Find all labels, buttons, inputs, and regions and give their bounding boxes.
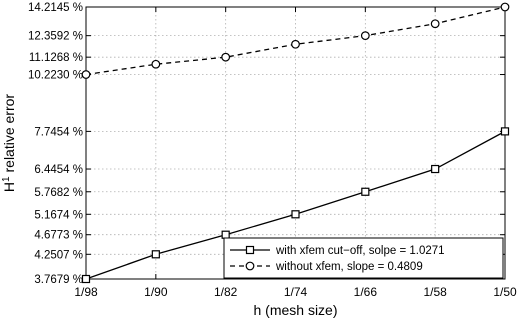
x-tick-label: 1/82 bbox=[214, 285, 238, 299]
legend-item: with xfem cut−off, solpe = 1.0271 bbox=[230, 245, 445, 257]
data-point bbox=[291, 39, 300, 49]
legend: with xfem cut−off, solpe = 1.0271 without… bbox=[223, 237, 504, 279]
series-2 bbox=[81, 2, 510, 79]
data-point bbox=[81, 70, 91, 79]
x-tick-label: 1/66 bbox=[354, 285, 378, 299]
data-point bbox=[500, 2, 510, 12]
data-point bbox=[151, 59, 161, 69]
y-tick-label: 5.1674 % bbox=[34, 209, 83, 221]
data-point bbox=[151, 250, 160, 259]
y-tick-label: 14.2145 % bbox=[28, 2, 83, 14]
x-tick-label: 1/98 bbox=[74, 285, 98, 299]
y-tick-label: 7.7454 % bbox=[34, 126, 83, 138]
data-point bbox=[430, 19, 440, 29]
data-point bbox=[291, 210, 300, 219]
data-point bbox=[221, 52, 231, 62]
x-tick-label: 1/50 bbox=[493, 285, 517, 299]
y-tick-label: 3.7679 % bbox=[34, 274, 83, 286]
y-tick-label: 4.6773 % bbox=[34, 230, 83, 242]
y-tick-label: 6.4454 % bbox=[34, 164, 83, 176]
y-tick-label: 5.7682 % bbox=[34, 187, 83, 199]
legend-marker bbox=[245, 261, 255, 271]
legend-marker bbox=[245, 245, 255, 255]
series-1 bbox=[81, 127, 510, 284]
x-axis-label: h (mesh size) bbox=[253, 302, 337, 318]
data-point bbox=[500, 127, 510, 136]
x-axis-ticks: 1/98 1/90 1/82 1/74 1/66 1/58 1/50 bbox=[74, 7, 517, 299]
y-axis-label: H1 relative error bbox=[1, 94, 18, 192]
y-axis-label-superscript: 1 bbox=[1, 176, 12, 182]
y-axis-ticks: 3.7679 % 4.2507 % 4.6773 % 5.1674 % 5.7682 %… bbox=[28, 2, 505, 286]
x-tick-label: 1/90 bbox=[144, 285, 168, 299]
y-tick-label: 10.2230 % bbox=[28, 70, 83, 82]
series-layer bbox=[81, 2, 510, 284]
legend-label: without xfem, slope = 0.4809 bbox=[275, 261, 423, 273]
legend-box bbox=[223, 237, 504, 279]
x-tick-label: 1/58 bbox=[423, 285, 447, 299]
data-point bbox=[221, 230, 230, 239]
x-tick-label: 1/74 bbox=[284, 285, 308, 299]
data-point bbox=[360, 31, 370, 41]
y-axis-label-main: H bbox=[1, 182, 17, 192]
y-tick-label: 11.1268 % bbox=[29, 52, 83, 64]
data-point bbox=[431, 164, 440, 174]
y-axis-label-rest: relative error bbox=[1, 94, 17, 177]
legend-item: without xfem, slope = 0.4809 bbox=[230, 261, 423, 273]
y-tick-label: 4.2507 % bbox=[34, 249, 83, 261]
y-tick-label: 12.3592 % bbox=[28, 31, 83, 43]
data-point bbox=[81, 274, 91, 284]
legend-label: with xfem cut−off, solpe = 1.0271 bbox=[275, 245, 445, 257]
data-point bbox=[361, 187, 370, 196]
